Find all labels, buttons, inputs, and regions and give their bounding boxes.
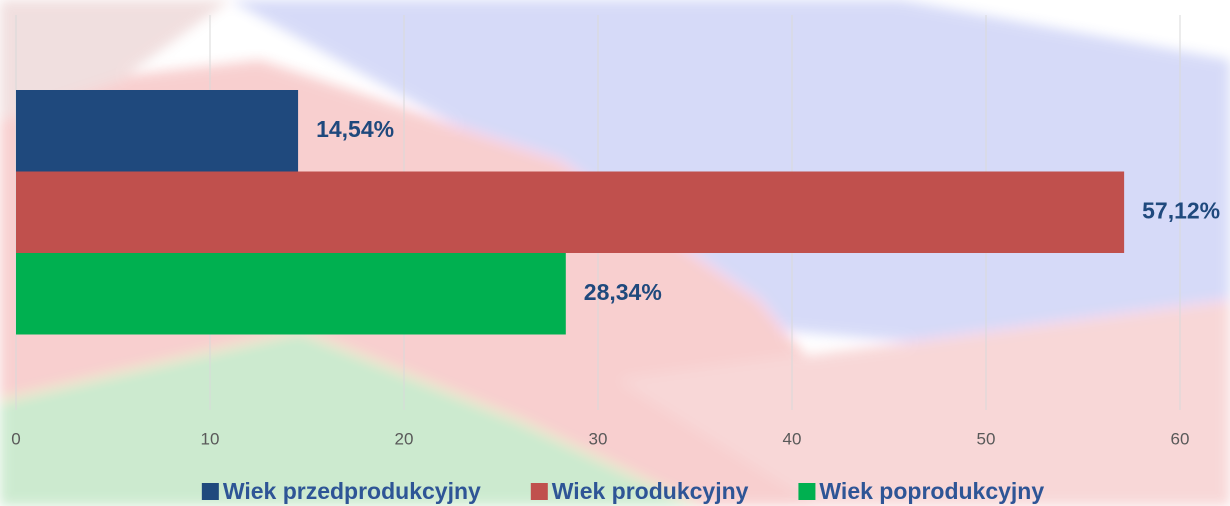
x-tick-label: 0 (11, 429, 20, 448)
legend-label: Wiek produkcyjny (552, 478, 749, 504)
data-label: 14,54% (316, 116, 394, 142)
legend-label: Wiek poprodukcyjny (819, 478, 1044, 504)
legend-swatch (798, 483, 816, 500)
legend: Wiek przedprodukcyjny Wiek produkcyjny Wie… (201, 478, 1044, 504)
data-label: 57,12% (1142, 197, 1220, 223)
x-tick-label: 20 (395, 429, 414, 448)
bar (16, 90, 299, 172)
legend-label: Wiek przedprodukcyjny (223, 478, 481, 504)
data-label: 28,34% (584, 279, 662, 305)
x-tick-label: 10 (201, 429, 220, 448)
x-tick-label: 30 (589, 429, 608, 448)
legend-swatch (201, 483, 219, 500)
x-tick-label: 60 (1171, 429, 1190, 448)
legend-swatch (530, 483, 548, 500)
x-tick-label: 40 (783, 429, 802, 448)
x-tick-label: 50 (977, 429, 996, 448)
bar (16, 253, 566, 335)
bar (16, 171, 1125, 253)
